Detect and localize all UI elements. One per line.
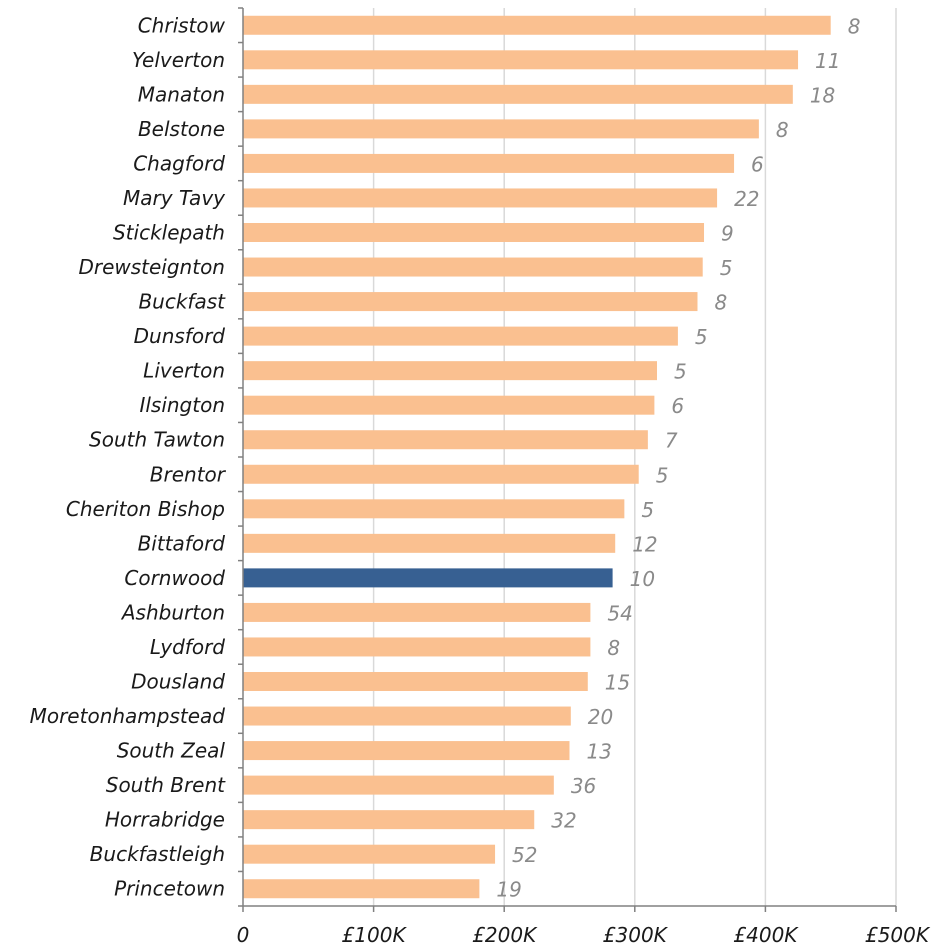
bar [243,844,496,864]
bar [243,879,480,899]
bar [243,361,658,381]
data-label: 19 [496,878,521,902]
data-label: 8 [607,636,620,660]
category-label: Dousland [131,670,225,694]
data-label: 36 [571,774,596,798]
bar [243,84,793,104]
bar [243,672,588,691]
category-label: Drewsteignton [78,255,225,279]
category-label: Ashburton [120,600,225,624]
category-label: Princetown [114,877,225,901]
data-label: 8 [776,118,789,142]
category-label: Moretonhampstead [30,704,226,728]
x-tick-label: £100K [342,923,408,947]
bar [243,223,705,242]
data-label: 18 [810,83,835,107]
data-label: 5 [674,360,687,384]
bar [243,257,703,277]
bar [243,464,639,484]
data-label: 5 [695,325,708,349]
gridlines [372,8,897,906]
x-tick-label: £500K [865,923,931,947]
axes [238,7,897,912]
data-label: 20 [588,705,613,729]
bar [243,568,613,588]
category-label: Mary Tavy [123,186,226,210]
bar [243,119,759,139]
data-label: 11 [815,49,840,73]
x-tick-label: 0 [237,923,250,947]
bar [243,188,718,208]
bar [243,810,535,830]
bar [243,15,831,35]
category-label: Buckfastleigh [90,842,225,866]
bar [243,326,678,346]
bar [243,741,570,761]
bar [243,602,591,622]
bar [243,292,698,312]
bar [243,706,571,726]
category-label: Ilsington [139,393,225,417]
x-tick-label: £200K [472,923,538,947]
data-label: 15 [605,671,630,695]
data-label: 13 [587,740,612,764]
bars [243,15,831,899]
category-label: South Zeal [117,739,226,763]
category-labels: Christow Yelverton Manaton Belstone Chagford… [30,13,227,900]
data-label: 5 [641,498,654,522]
data-label: 10 [630,567,655,591]
data-label: 8 [714,291,727,315]
data-label: 8 [848,14,861,38]
data-label: 6 [671,394,684,418]
category-label: Dunsford [134,324,226,348]
x-tick-label: £400K [733,923,799,947]
x-tick-labels: 0 £100K £200K £300K £400K £500K [237,923,931,947]
data-label: 54 [607,601,632,625]
data-label: 9 [721,222,734,246]
category-label: Horrabridge [105,808,225,832]
category-label: South Brent [106,773,226,797]
bar [243,395,655,415]
category-label: Liverton [143,359,225,383]
data-label: 22 [734,187,759,211]
category-label: Sticklepath [113,221,225,245]
bar [243,153,735,173]
bar [243,499,625,519]
category-label: Yelverton [132,48,225,72]
category-label: Cheriton Bishop [66,497,225,521]
data-label: 12 [632,532,657,556]
category-label: Cornwood [124,566,225,590]
data-label: 7 [665,429,678,453]
category-label: Belstone [138,117,225,141]
bar [243,775,554,795]
category-label: Manaton [138,82,225,106]
category-label: Buckfast [138,290,226,314]
category-label: Brentor [150,462,227,486]
bar [243,430,648,450]
bar [243,50,799,70]
category-label: Chagford [133,151,225,175]
data-label: 5 [720,256,733,280]
x-tick-label: £300K [603,923,669,947]
bar [243,637,591,657]
data-label: 32 [551,809,576,833]
category-label: South Tawton [89,428,225,452]
category-label: Lydford [150,635,225,659]
category-label: Bittaford [138,531,226,555]
data-label: 6 [751,152,764,176]
data-label: 52 [512,843,537,867]
category-label: Christow [138,13,226,37]
bar [243,533,616,553]
data-label: 5 [656,463,669,487]
